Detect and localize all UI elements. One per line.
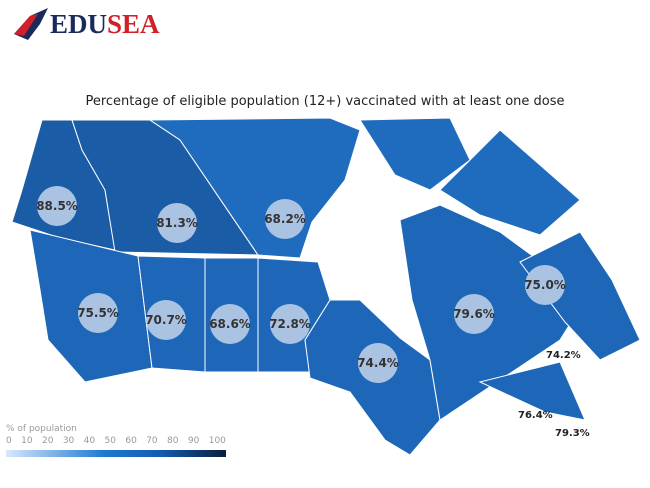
legend-color-bar [6,450,226,457]
region-islands [359,117,471,191]
legend-tick: 100 [208,436,226,446]
label-saskatchewan: 68.6% [209,304,251,344]
legend-tick: 90 [187,436,200,446]
legend-tick: 0 [6,436,12,446]
legend-tick: 80 [167,436,179,446]
label-yukon: 88.5% [36,186,78,226]
logo-text-edu: EDU [50,8,108,39]
label-new-brunswick: 76.4% [518,410,553,421]
label-newfoundland: 75.0% [524,265,566,305]
region-baffin [439,129,581,236]
label-manitoba: 72.8% [269,304,311,344]
legend-tick: 60 [125,436,137,446]
label-ontario: 74.4% [357,343,399,383]
region-newfoundland[interactable] [519,231,641,361]
label-nwt: 81.3% [156,203,198,243]
legend-title: % of population [6,424,77,434]
region-maritimes[interactable] [478,361,586,421]
label-nova-scotia: 79.3% [555,428,590,439]
legend: % of population 0 10 20 30 40 50 60 70 8… [6,424,226,457]
label-nunavut: 68.2% [264,199,306,239]
edusea-logo: EDUSEA [10,6,160,42]
logo-text-sea: SEA [107,8,160,39]
legend-tick: 40 [83,436,96,446]
label-pei: 74.2% [546,350,581,361]
label-bc: 75.5% [77,293,119,333]
legend-tick: 50 [104,436,116,446]
rocket-logo-icon [14,8,48,40]
region-nunavut[interactable] [148,117,361,259]
legend-tick: 70 [146,436,158,446]
legend-tick: 10 [21,436,33,446]
map-title: Percentage of eligible population (12+) … [85,94,565,109]
legend-tick: 20 [41,436,54,446]
label-quebec: 79.6% [453,294,495,334]
label-alberta: 70.7% [145,300,187,340]
legend-tick: 30 [62,436,75,446]
